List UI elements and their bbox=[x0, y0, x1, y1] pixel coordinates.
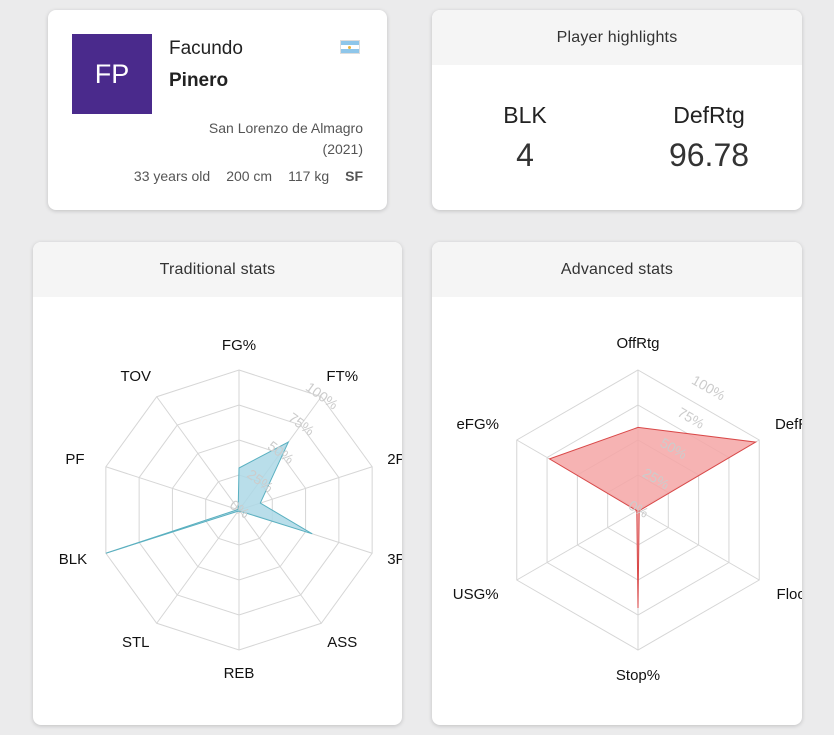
radar-spoke bbox=[156, 396, 240, 511]
radar-axis-label: eFG% bbox=[456, 416, 499, 433]
radar-tick-label: 75% bbox=[285, 409, 317, 438]
radar-spoke bbox=[238, 509, 322, 624]
radar-axis-label: FT% bbox=[326, 368, 358, 385]
highlight-value: 96.78 bbox=[668, 137, 750, 173]
radar-axis-label: BLK bbox=[59, 551, 87, 568]
radar-axis-label: REB bbox=[224, 665, 255, 682]
advanced-radar-chart: 0%25%50%75%100%OffRtgDefRtgFloor%Stop%US… bbox=[453, 335, 802, 684]
radar-axis-label: USG% bbox=[453, 586, 499, 603]
highlight-label: DefRtg bbox=[673, 102, 745, 128]
advanced-stats-card: Advanced stats 0%25%50%75%100%OffRtgDefR… bbox=[432, 242, 802, 725]
radar-axis-label: Floor% bbox=[777, 586, 802, 603]
radar-spoke bbox=[516, 509, 639, 581]
highlight-value: 4 bbox=[516, 137, 534, 173]
player-card: FP Facundo Pinero San Lorenzo de Almagro… bbox=[48, 10, 387, 210]
radar-axis-label: PF bbox=[65, 451, 84, 468]
radar-axis-label: Stop% bbox=[616, 667, 660, 684]
advanced-stats-title: Advanced stats bbox=[432, 242, 802, 297]
radar-tick-label: 75% bbox=[675, 404, 707, 432]
highlights-title: Player highlights bbox=[432, 10, 802, 65]
traditional-radar-chart: 0%25%50%75%100%FG%FT%2P%3P%ASSREBSTLBLKP… bbox=[59, 337, 402, 682]
player-club: San Lorenzo de Almagro bbox=[208, 120, 363, 136]
highlight-label: BLK bbox=[503, 102, 547, 128]
player-weight: 117 kg bbox=[288, 168, 330, 184]
highlights-card: Player highlights BLK 4 DefRtg 96.78 bbox=[432, 10, 802, 210]
radar-data-area bbox=[548, 426, 758, 609]
radar-axis-label: DefRtg bbox=[775, 416, 802, 433]
player-position: SF bbox=[345, 168, 363, 184]
radar-axis-label: TOV bbox=[120, 368, 151, 385]
radar-data-area bbox=[105, 440, 313, 554]
argentina-flag-icon bbox=[340, 40, 360, 54]
player-first-name: Facundo bbox=[169, 38, 243, 59]
player-age: 33 years old bbox=[133, 168, 211, 184]
player-height: 200 cm bbox=[226, 168, 273, 184]
radar-spoke bbox=[238, 466, 373, 511]
radar-axis-label: ASS bbox=[327, 634, 357, 651]
radar-axis-label: OffRtg bbox=[616, 335, 659, 352]
player-last-name: Pinero bbox=[169, 70, 229, 91]
radar-spoke bbox=[105, 466, 240, 511]
radar-axis-label: 2P% bbox=[387, 451, 402, 468]
traditional-stats-title: Traditional stats bbox=[33, 242, 402, 297]
radar-axis-label: FG% bbox=[222, 337, 256, 354]
radar-spoke bbox=[637, 509, 760, 581]
radar-axis-label: 3P% bbox=[387, 551, 402, 568]
highlight-blk: BLK 4 bbox=[460, 102, 590, 174]
player-club-year: (2021) bbox=[322, 141, 363, 157]
radar-tick-label: 100% bbox=[689, 372, 728, 404]
highlight-defrtg: DefRtg 96.78 bbox=[644, 102, 774, 174]
traditional-stats-card: Traditional stats 0% 25% 50% 75% 100% FG% FT% 2… bbox=[33, 242, 402, 725]
radar-axis-label: STL bbox=[122, 634, 150, 651]
player-meta: 33 years old 200 cm 117 kg SF bbox=[134, 168, 363, 184]
radar-spoke bbox=[156, 509, 240, 624]
avatar: FP bbox=[72, 34, 152, 114]
